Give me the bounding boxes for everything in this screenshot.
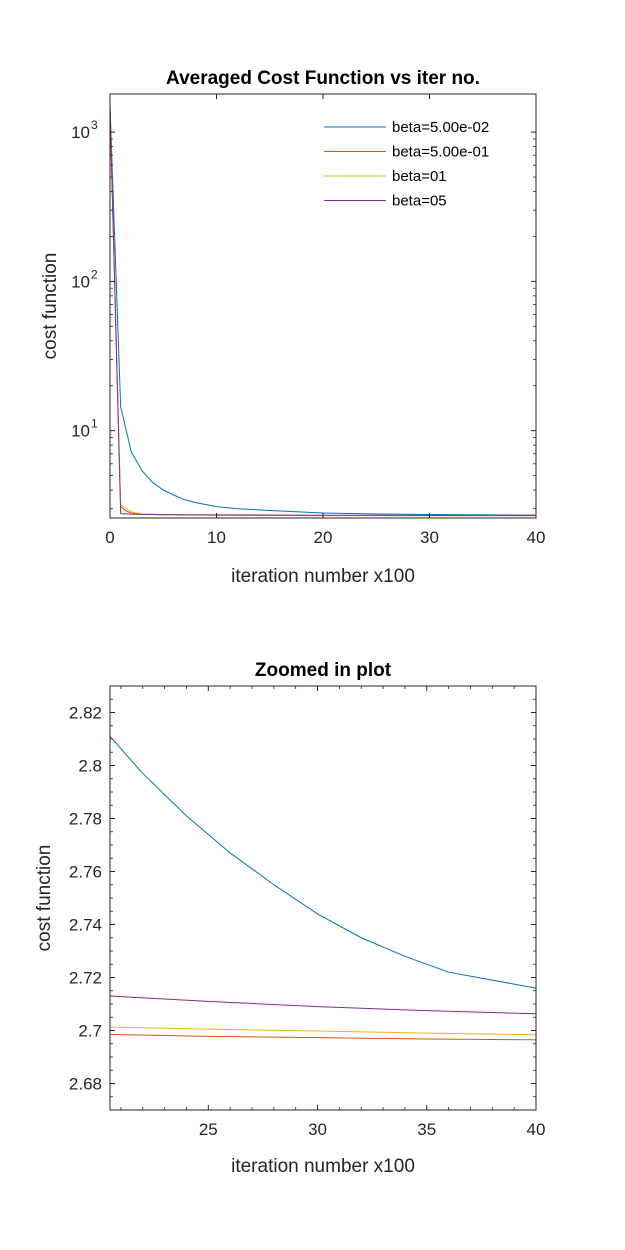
legend-entry: beta=5.00e-02 — [392, 119, 489, 136]
series-line-beta=01 — [110, 1026, 536, 1036]
chart2-xlabel: iteration number x100 — [231, 1156, 415, 1177]
x-tick-label: 10 — [207, 528, 226, 547]
x-tick-label: 20 — [314, 528, 333, 547]
y-tick-exponent: 2 — [91, 267, 98, 281]
y-tick-label: 2.7 — [78, 1022, 102, 1041]
x-tick-label: 25 — [199, 1120, 218, 1139]
y-tick-label: 2.74 — [69, 916, 102, 935]
y-tick-label: 10 — [71, 272, 90, 291]
chart2-ylabel: cost function — [34, 845, 55, 952]
chart2-ticks: 25 30 35 40 2.68 2.7 2.72 2.74 2.76 2.78 2.8 2.82 — [69, 685, 546, 1139]
x-tick-label: 35 — [417, 1120, 436, 1139]
y-tick-label: 2.72 — [69, 969, 102, 988]
x-tick-label: 40 — [527, 528, 546, 547]
chart-zoomed: Zoomed in plot 25 30 35 40 2.68 2.7 2.72 2.74 2.… — [34, 660, 545, 1177]
series-line-beta=5.00e-02 — [110, 105, 536, 516]
y-tick-exponent: 3 — [91, 118, 98, 132]
chart-averaged-cost: Averaged Cost Function vs iter no. 0 10 20… — [40, 68, 545, 587]
series-line-beta=05 — [110, 105, 536, 516]
y-tick-label: 2.8 — [78, 757, 102, 776]
chart1-title: Averaged Cost Function vs iter no. — [166, 68, 480, 89]
x-tick-label: 30 — [308, 1120, 327, 1139]
chart2-series-lines — [110, 736, 536, 1041]
legend-entry: beta=05 — [392, 193, 447, 210]
legend-entry: beta=01 — [392, 168, 447, 185]
chart2-title: Zoomed in plot — [255, 660, 392, 681]
series-line-beta=5.00e-01 — [110, 1033, 536, 1041]
x-tick-label: 40 — [527, 1120, 546, 1139]
y-tick-label: 2.68 — [69, 1075, 102, 1094]
legend-entry: beta=5.00e-01 — [392, 144, 489, 161]
y-tick-label: 10 — [71, 422, 90, 441]
y-tick-exponent: 1 — [91, 417, 98, 431]
y-tick-label: 2.78 — [69, 810, 102, 829]
chart1-xlabel: iteration number x100 — [231, 566, 415, 587]
x-tick-label: 0 — [105, 528, 114, 547]
series-line-beta=05 — [110, 995, 536, 1015]
x-tick-label: 30 — [420, 528, 439, 547]
y-tick-label: 2.76 — [69, 863, 102, 882]
chart1-series-lines — [110, 105, 536, 517]
series-line-beta=5.00e-02 — [110, 736, 536, 989]
y-tick-label: 2.82 — [69, 704, 102, 723]
chart1-ylabel: cost function — [40, 253, 61, 360]
y-tick-label: 10 — [71, 123, 90, 142]
chart1-legend: beta=5.00e-02 beta=5.00e-01 beta=01 beta=05 — [324, 119, 489, 210]
